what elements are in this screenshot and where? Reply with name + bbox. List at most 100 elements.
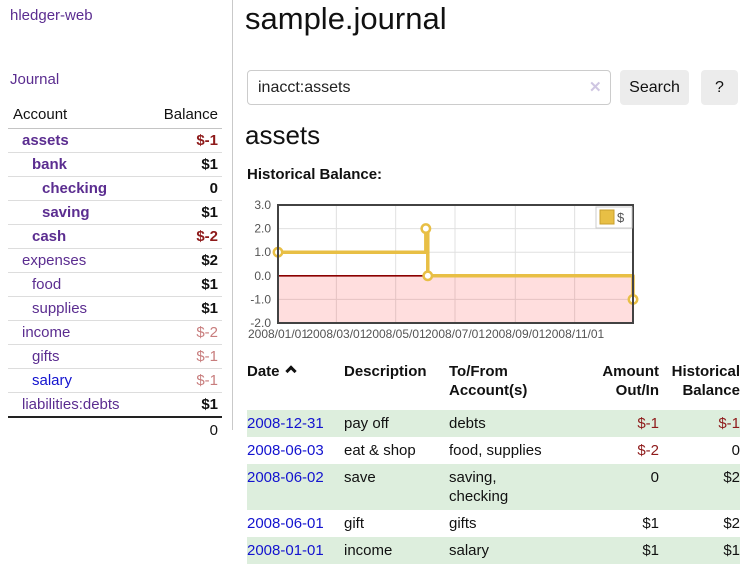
account-row: cash $-2 [8,224,222,249]
account-balance: 0 [209,180,218,197]
account-row: salary $-1 [8,368,222,393]
svg-text:2008/11/01: 2008/11/01 [545,327,604,341]
account-row: saving $1 [8,200,222,225]
register-header-description: Description [344,363,427,380]
transaction-description: pay off [344,415,389,432]
account-link-supplies[interactable]: supplies [32,300,88,317]
account-balance: $1 [201,204,218,221]
account-heading: assets [245,120,321,150]
account-link-expenses[interactable]: expenses [22,252,87,269]
transaction-balance: $2 [723,469,740,486]
account-row: supplies $1 [8,296,222,321]
account-balance: $2 [201,252,218,269]
account-link-cash[interactable]: cash [32,228,67,245]
svg-text:2.0: 2.0 [254,222,271,236]
account-link-checking[interactable]: checking [42,180,108,197]
transaction-balance: $-1 [718,415,740,432]
transaction-row: 2008-06-03 eat & shop food, supplies $-2 0 [247,437,740,464]
svg-text:$: $ [617,210,625,225]
svg-text:2008/09/01: 2008/09/01 [485,327,545,341]
transaction-amount: 0 [650,469,659,486]
transaction-row: 2008-06-02 save saving, checking 0 $2 [247,464,740,510]
register-header-balance: Historical Balance [671,363,740,399]
help-button[interactable]: ? [701,70,738,105]
transaction-accounts: debts [449,415,486,432]
account-row: assets $-1 [8,129,222,153]
transaction-accounts: food, supplies [449,442,542,459]
account-balance: $1 [201,156,218,173]
account-balance: $1 [201,276,218,293]
account-balance: $-2 [196,324,218,341]
transaction-accounts: gifts [449,515,477,532]
chart-title: Historical Balance: [247,166,383,183]
accounts-header-balance: Balance [148,103,222,129]
sidebar-item-journal[interactable]: Journal [10,71,60,88]
account-balance: $1 [201,300,218,317]
transaction-date-link[interactable]: 2008-01-01 [247,542,324,559]
account-link-salary[interactable]: salary [32,372,73,389]
transaction-description: income [344,542,393,559]
transaction-description: eat & shop [344,442,416,459]
account-row: gifts $-1 [8,344,222,369]
register-header-amount: Amount Out/In [602,363,659,399]
historical-balance-chart: 3.0 2.0 1.0 0.0 -1.0 -2.02008/01/012008/03/01… [248,200,639,341]
sidebar: hledger-web Journal Account Balance asse… [0,0,233,439]
svg-text:2008/01/01: 2008/01/01 [248,327,308,341]
transaction-amount: $1 [642,542,659,559]
register-table: Date Description To/From Account(s) Amou… [247,362,740,564]
transaction-accounts: salary [449,542,490,559]
account-link-liabilities-debts[interactable]: liabilities:debts [22,396,120,413]
svg-text:-2.0: -2.0 [250,316,271,330]
account-link-saving[interactable]: saving [42,204,90,221]
transaction-balance: 0 [731,442,740,459]
search-button[interactable]: Search [620,70,689,105]
svg-text:0.0: 0.0 [254,269,271,283]
transaction-date-link[interactable]: 2008-06-01 [247,515,324,532]
svg-text:3.0: 3.0 [254,200,271,212]
account-link-bank[interactable]: bank [32,156,68,173]
account-balance: $-1 [196,132,218,149]
account-link-income[interactable]: income [22,324,71,341]
transaction-date-link[interactable]: 2008-06-02 [247,469,324,486]
register-header-date[interactable]: Date [247,362,344,410]
transaction-row: 2008-06-01 gift gifts $1 $2 [247,510,740,537]
transaction-row: 2008-01-01 income salary $1 $1 [247,537,740,564]
accounts-total-row: 0 [8,417,222,442]
search-input[interactable] [247,70,611,105]
account-row: income $-2 [8,320,222,345]
app-brand-link[interactable]: hledger-web [10,7,93,24]
svg-text:-1.0: -1.0 [250,292,271,306]
page-title: sample.journal [245,1,447,36]
svg-text:2008/03/01: 2008/03/01 [306,327,366,341]
transaction-row: 2008-12-31 pay off debts $-1 $-1 [247,410,740,437]
svg-text:2008/05/01: 2008/05/01 [366,327,426,341]
accounts-total-value: 0 [209,422,218,439]
transaction-date-link[interactable]: 2008-06-03 [247,442,324,459]
transaction-balance: $2 [723,515,740,532]
account-link-gifts[interactable]: gifts [32,348,60,365]
transaction-date-link[interactable]: 2008-12-31 [247,415,324,432]
account-balance: $-1 [196,348,218,365]
account-balance: $-2 [196,228,218,245]
account-row: food $1 [8,272,222,297]
account-link-assets[interactable]: assets [22,132,69,149]
transaction-amount: $1 [642,515,659,532]
transaction-amount: $-1 [637,415,659,432]
sort-ascending-icon [284,365,297,377]
account-row: expenses $2 [8,248,222,273]
clear-search-icon[interactable]: ✕ [589,79,602,96]
transaction-balance: $1 [723,542,740,559]
transaction-accounts: saving, checking [449,469,509,505]
transaction-description: gift [344,515,365,532]
accounts-table: Account Balance assets $-1 bank $1 checking 0… [8,103,222,442]
account-row: checking 0 [8,176,222,201]
account-row: bank $1 [8,152,222,177]
account-balance: $-1 [196,372,218,389]
register-header-accounts: To/From Account(s) [449,363,528,399]
transaction-amount: $-2 [637,442,659,459]
account-link-food[interactable]: food [32,276,62,293]
accounts-header-account: Account [8,103,149,129]
transaction-description: save [344,469,376,486]
svg-text:2008/07/01: 2008/07/01 [425,327,485,341]
account-balance: $1 [201,396,218,413]
